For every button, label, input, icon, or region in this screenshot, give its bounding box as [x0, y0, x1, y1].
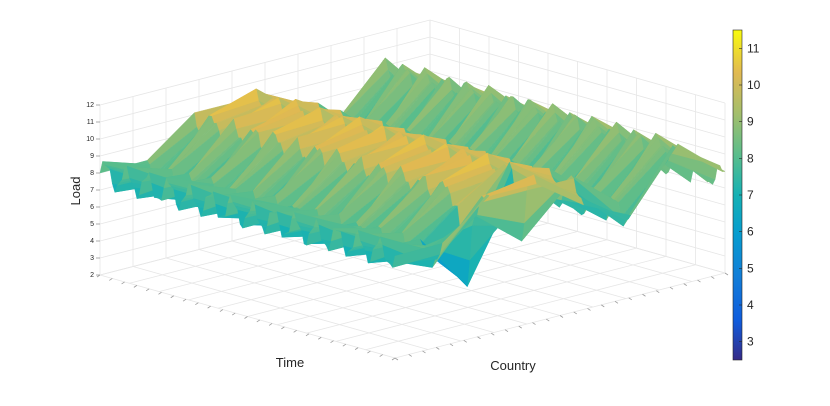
time-axis-tick: [158, 291, 162, 295]
country-axis-tick: [669, 286, 674, 290]
time-axis-tick: [244, 316, 248, 319]
country-axis-tick: [504, 329, 509, 332]
country-axis-tick: [394, 357, 399, 361]
z-tick-label: 4: [90, 238, 94, 245]
y-axis-label: Country: [490, 358, 536, 373]
time-axis-tick: [195, 302, 199, 305]
z-tick-label: 6: [90, 204, 94, 211]
floor-grid-line: [276, 239, 608, 326]
time-axis-tick: [121, 281, 125, 285]
z-tick-label: 10: [86, 136, 94, 143]
time-axis-tick: [182, 298, 187, 302]
colorbar-tick-label: 10: [747, 78, 761, 92]
z-tick-label: 9: [90, 153, 94, 160]
country-axis-tick: [477, 336, 481, 340]
country-axis-tick: [463, 339, 467, 343]
country-axis-tick: [532, 322, 536, 325]
country-axis-tick: [642, 293, 646, 297]
time-axis-tick: [170, 295, 174, 299]
country-axis-tick: [614, 301, 619, 304]
country-axis-tick: [628, 297, 632, 301]
z-tick-label: 3: [90, 255, 94, 262]
colorbar-tick-label: 6: [747, 225, 754, 239]
time-axis-tick: [330, 340, 334, 344]
floor-grid-line: [335, 256, 667, 342]
time-axis-tick: [281, 326, 285, 330]
country-axis-tick: [711, 276, 715, 279]
time-axis-tick: [342, 343, 347, 347]
country-axis-tick: [587, 308, 591, 311]
colorbar-tick-label: 11: [747, 41, 760, 55]
country-axis-tick: [491, 332, 495, 336]
floor-grid-line: [306, 247, 637, 334]
colorbar-tick-label: 5: [747, 261, 754, 275]
z-tick-label: 2: [90, 272, 94, 279]
time-axis-tick: [109, 278, 113, 281]
z-tick-label: 11: [87, 119, 94, 126]
time-axis-tick: [145, 288, 150, 292]
country-axis-tick: [601, 304, 605, 308]
country-axis-tick: [724, 272, 729, 276]
time-axis-tick: [133, 285, 138, 288]
z-tick-label: 8: [90, 170, 94, 177]
country-axis-tick: [422, 350, 426, 354]
time-axis-tick: [318, 336, 322, 340]
time-axis-tick: [305, 333, 310, 337]
time-axis-tick: [268, 323, 273, 326]
z-tick-label: 7: [90, 187, 94, 194]
x-axis-label: Time: [276, 355, 304, 370]
time-axis-tick: [231, 312, 236, 316]
colorbar-tick-label: 3: [747, 335, 754, 349]
country-axis-tick: [683, 283, 687, 286]
colorbar-tick-label: 8: [747, 151, 754, 165]
z-axis-ticks: 2 3 4 5 6 7 8 9 10 11 12: [86, 102, 100, 279]
time-axis-tick: [293, 330, 297, 333]
country-axis-tick: [518, 325, 522, 329]
time-axis-tick: [379, 354, 383, 357]
time-axis-tick: [367, 350, 371, 354]
time-axis-tick: [354, 347, 359, 350]
z-axis-label: Load: [68, 177, 83, 206]
colorbar: 3 4 5 6 7 8 9 10 11: [732, 29, 761, 361]
country-axis-tick: [546, 318, 550, 322]
country-axis-tick: [656, 290, 660, 294]
country-axis-tick: [436, 347, 440, 350]
floor-grid-line: [264, 232, 561, 316]
surface-plot: [99, 57, 726, 288]
country-axis-tick: [408, 354, 412, 357]
z-tick-label: 12: [86, 102, 94, 109]
colorbar-tick-label: 4: [747, 298, 754, 312]
colorbar-tick-label: 9: [747, 115, 754, 129]
country-axis-tick: [697, 279, 701, 283]
time-axis-tick: [391, 357, 396, 361]
time-axis-tick: [219, 309, 224, 312]
z-tick-label: 5: [90, 221, 94, 228]
country-axis-tick: [573, 311, 577, 315]
country-axis-tick: [449, 343, 454, 347]
surface-patch: [392, 243, 443, 268]
time-axis-tick: [256, 319, 261, 323]
time-axis-tick: [207, 305, 211, 309]
floor-grid-line: [365, 264, 696, 351]
colorbar-tick-label: 7: [747, 188, 754, 202]
country-axis-tick: [559, 315, 564, 318]
